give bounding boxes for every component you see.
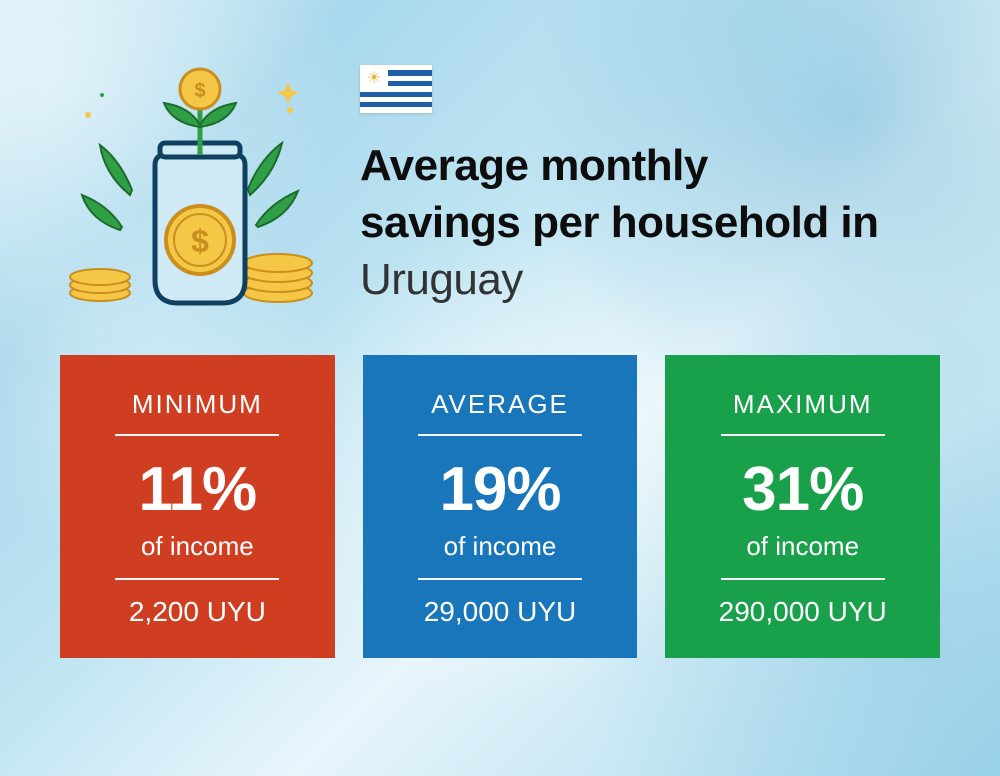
divider xyxy=(721,578,885,580)
title-country: Uruguay xyxy=(360,255,523,304)
header-row: $ $ ☀ Average monthly savings per househ… xyxy=(0,0,1000,315)
divider xyxy=(115,434,279,436)
card-label: MINIMUM xyxy=(80,389,315,420)
title-block: ☀ Average monthly savings per household … xyxy=(360,55,940,309)
card-maximum: MAXIMUM 31% of income 290,000 UYU xyxy=(665,355,940,658)
uruguay-flag-icon: ☀ xyxy=(360,65,432,113)
card-minimum: MINIMUM 11% of income 2,200 UYU xyxy=(60,355,335,658)
title-line2: savings per household in xyxy=(360,198,879,247)
stat-cards-row: MINIMUM 11% of income 2,200 UYU AVERAGE … xyxy=(0,315,1000,658)
savings-jar-illustration: $ $ xyxy=(60,55,320,315)
card-average: AVERAGE 19% of income 29,000 UYU xyxy=(363,355,638,658)
divider xyxy=(115,578,279,580)
page-title: Average monthly savings per household in… xyxy=(360,137,940,309)
card-label: MAXIMUM xyxy=(685,389,920,420)
card-subtext: of income xyxy=(685,531,920,562)
title-line1: Average monthly xyxy=(360,141,708,190)
card-amount: 290,000 UYU xyxy=(685,596,920,628)
card-percent: 19% xyxy=(383,454,618,525)
divider xyxy=(721,434,885,436)
card-amount: 29,000 UYU xyxy=(383,596,618,628)
card-amount: 2,200 UYU xyxy=(80,596,315,628)
dollar-icon: $ xyxy=(191,223,209,259)
svg-text:$: $ xyxy=(194,80,205,102)
card-percent: 11% xyxy=(80,454,315,525)
card-subtext: of income xyxy=(80,531,315,562)
card-percent: 31% xyxy=(685,454,920,525)
divider xyxy=(418,434,582,436)
card-subtext: of income xyxy=(383,531,618,562)
divider xyxy=(418,578,582,580)
card-label: AVERAGE xyxy=(383,389,618,420)
